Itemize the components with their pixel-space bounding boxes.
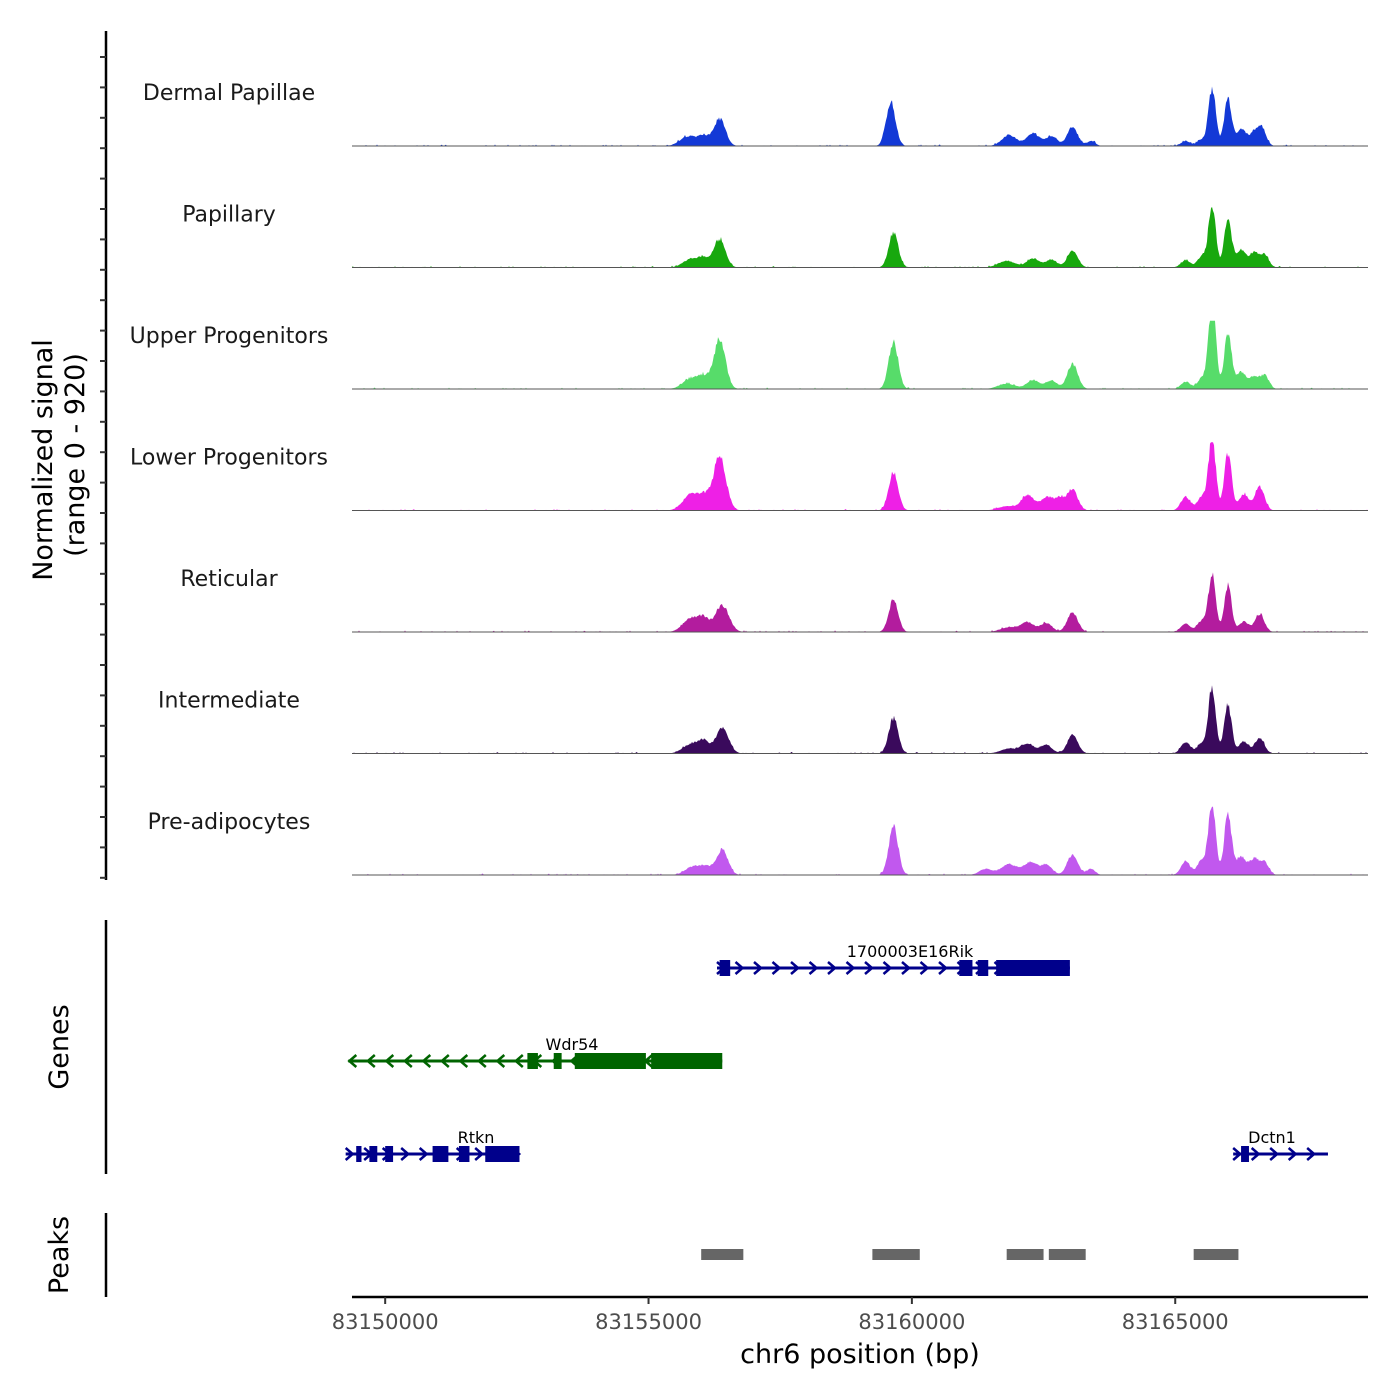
signal-area xyxy=(352,685,1368,754)
peak-region xyxy=(1006,1249,1044,1260)
track-label: Upper Progenitors xyxy=(130,324,329,349)
strand-arrow xyxy=(808,961,819,975)
x-tick-label: 83160000 xyxy=(858,1310,965,1334)
gene-label: Wdr54 xyxy=(546,1035,599,1054)
gene-exon xyxy=(432,1146,449,1162)
track-reticular: Reticular xyxy=(180,567,1368,633)
track-label: Dermal Papillae xyxy=(143,81,315,106)
gene-exon xyxy=(719,960,731,976)
peak-region xyxy=(872,1249,920,1260)
signal-area xyxy=(352,206,1368,268)
strand-arrow xyxy=(418,1147,429,1161)
strand-arrow xyxy=(402,1054,413,1068)
gene-dctn1: Dctn1 xyxy=(1232,1128,1328,1162)
track-intermediate: Intermediate xyxy=(158,685,1368,754)
signal-area xyxy=(352,572,1368,632)
strand-arrow xyxy=(400,1147,411,1161)
track-dermal-papillae: Dermal Papillae xyxy=(143,81,1368,147)
strand-arrow xyxy=(864,961,874,975)
x-tick-label: 83155000 xyxy=(595,1310,702,1334)
peaks-panel-label: Peaks xyxy=(44,1216,75,1294)
peak-region xyxy=(1193,1249,1239,1260)
strand-arrow xyxy=(384,1054,395,1068)
strand-arrow xyxy=(1232,1147,1243,1161)
strand-arrow xyxy=(845,961,856,975)
track-upper-progenitors: Upper Progenitors xyxy=(130,320,1368,390)
gene-exon xyxy=(458,1146,470,1162)
peak-region xyxy=(1048,1249,1086,1260)
strand-arrow xyxy=(347,1054,358,1068)
gene-exon xyxy=(385,1146,394,1162)
strand-arrow xyxy=(734,961,745,975)
track-label: Pre-adipocytes xyxy=(148,810,311,835)
strand-arrow xyxy=(771,961,782,975)
gene-exon xyxy=(959,960,973,976)
signal-area xyxy=(352,86,1368,146)
strand-arrow xyxy=(1269,1147,1280,1161)
strand-arrow xyxy=(1306,1147,1317,1161)
x-axis-title: chr6 position (bp) xyxy=(740,1339,980,1370)
strand-arrow xyxy=(495,1054,506,1068)
gene-label: Rtkn xyxy=(458,1128,495,1147)
track-papillary: Papillary xyxy=(182,203,1368,268)
track-label: Reticular xyxy=(180,567,278,592)
gene-exon xyxy=(527,1053,538,1069)
strand-arrow xyxy=(1287,1147,1298,1161)
x-axis-ticks: 83150000 83155000 83160000 83165000 xyxy=(332,1297,1229,1334)
signal-y-ticks xyxy=(100,56,106,879)
strand-arrow xyxy=(919,961,930,975)
x-tick-label: 83150000 xyxy=(332,1310,439,1334)
gene-label: Dctn1 xyxy=(1248,1128,1296,1147)
strand-arrow xyxy=(474,1147,485,1161)
strand-arrow xyxy=(882,961,893,975)
gene-exon xyxy=(356,1146,362,1162)
signal-tracks: Dermal Papillae Papillary Upper Progenitor… xyxy=(130,81,1368,876)
gene-exon xyxy=(977,960,989,976)
y-axis-title-line2: (range 0 - 920) xyxy=(60,353,91,557)
track-label: Papillary xyxy=(182,203,276,228)
strand-arrow xyxy=(790,961,800,975)
strand-arrow xyxy=(513,1054,524,1068)
gene-exon xyxy=(1241,1146,1249,1162)
gene-rtkn: Rtkn xyxy=(344,1128,522,1162)
gene-exon xyxy=(553,1053,562,1069)
gene-exon xyxy=(369,1146,378,1162)
strand-arrow xyxy=(365,1054,376,1068)
track-label: Lower Progenitors xyxy=(130,446,328,471)
signal-area xyxy=(352,806,1368,875)
peak-region xyxy=(701,1249,744,1260)
gene-exon xyxy=(485,1146,520,1162)
track-lower-progenitors: Lower Progenitors xyxy=(130,442,1368,511)
track-label: Intermediate xyxy=(158,689,300,714)
signal-area xyxy=(352,320,1368,389)
x-tick-label: 83165000 xyxy=(1122,1310,1229,1334)
gene-exon xyxy=(996,960,1070,976)
strand-arrow xyxy=(1250,1147,1261,1161)
gene-track: 1700003E16Rik Wdr54 Rtkn Dctn1 xyxy=(344,942,1328,1162)
strand-arrow xyxy=(344,1147,355,1161)
strand-arrow xyxy=(458,1054,469,1068)
strand-arrow xyxy=(753,961,763,975)
peak-track xyxy=(701,1249,1239,1260)
strand-arrow xyxy=(439,1054,450,1068)
strand-arrow xyxy=(827,961,837,975)
gene-wdr54: Wdr54 xyxy=(347,1035,723,1069)
gene-exon xyxy=(651,1053,723,1069)
y-axis-title-line1: Normalized signal xyxy=(28,339,59,581)
gene-exon xyxy=(574,1053,646,1069)
signal-area xyxy=(352,442,1368,511)
strand-arrow xyxy=(476,1054,487,1068)
strand-arrow xyxy=(938,961,948,975)
genes-panel-label: Genes xyxy=(44,1004,75,1089)
strand-arrow xyxy=(421,1054,432,1068)
track-pre-adipocytes: Pre-adipocytes xyxy=(148,806,1368,876)
gene-1700003e16rik: 1700003E16Rik xyxy=(716,942,1070,976)
strand-arrow xyxy=(901,961,911,975)
gene-label: 1700003E16Rik xyxy=(847,942,974,961)
